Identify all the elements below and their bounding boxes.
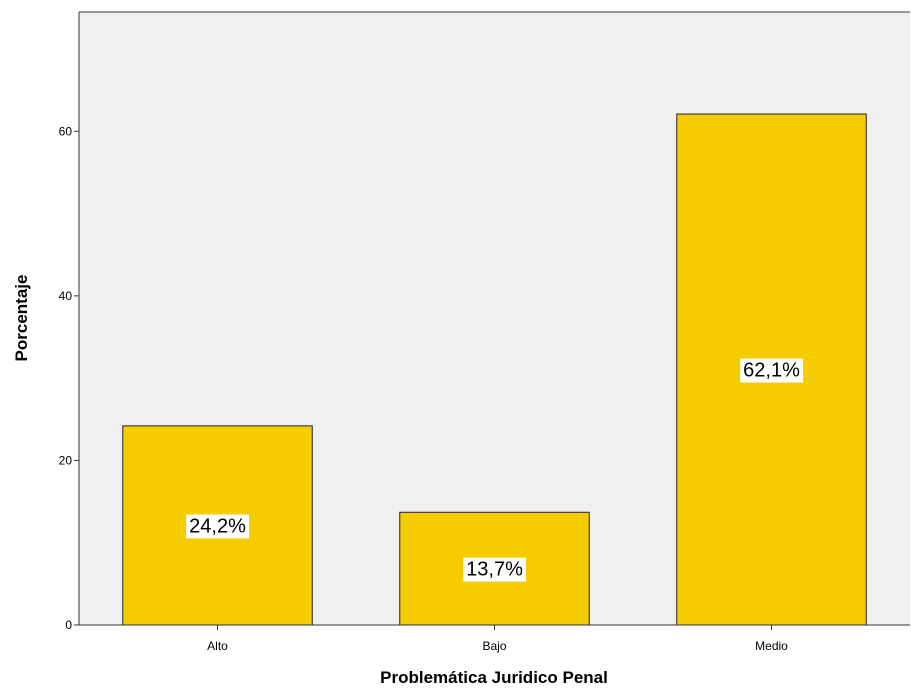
data-label-medio: 62,1% <box>740 358 804 383</box>
x-axis-ticks: Alto Bajo Medio <box>207 625 788 653</box>
x-tick-label-medio: Medio <box>755 639 788 653</box>
data-label-box-medio <box>740 358 804 383</box>
y-axis-ticks: 0 20 40 60 <box>59 124 79 632</box>
y-tick-label-60: 60 <box>59 124 73 138</box>
y-tick-label-20: 20 <box>59 453 73 467</box>
y-axis-title: Porcentaje <box>12 275 31 362</box>
data-labels-group: 24,2% 13,7% 62,1% <box>186 358 804 582</box>
data-label-alto: 24,2% <box>186 514 250 539</box>
y-tick-label-0: 0 <box>65 618 72 632</box>
data-label-bajo: 13,7% <box>463 557 527 582</box>
x-tick-label-bajo: Bajo <box>482 639 506 653</box>
data-label-text-bajo: 13,7% <box>466 559 523 581</box>
data-label-box-alto <box>186 514 250 539</box>
data-label-box-bajo <box>463 557 527 582</box>
y-tick-label-40: 40 <box>59 289 73 303</box>
x-tick-label-alto: Alto <box>207 639 228 653</box>
data-label-text-alto: 24,2% <box>189 515 246 537</box>
data-label-text-medio: 62,1% <box>743 360 800 382</box>
x-axis-title: Problemática Juridico Penal <box>380 668 608 687</box>
